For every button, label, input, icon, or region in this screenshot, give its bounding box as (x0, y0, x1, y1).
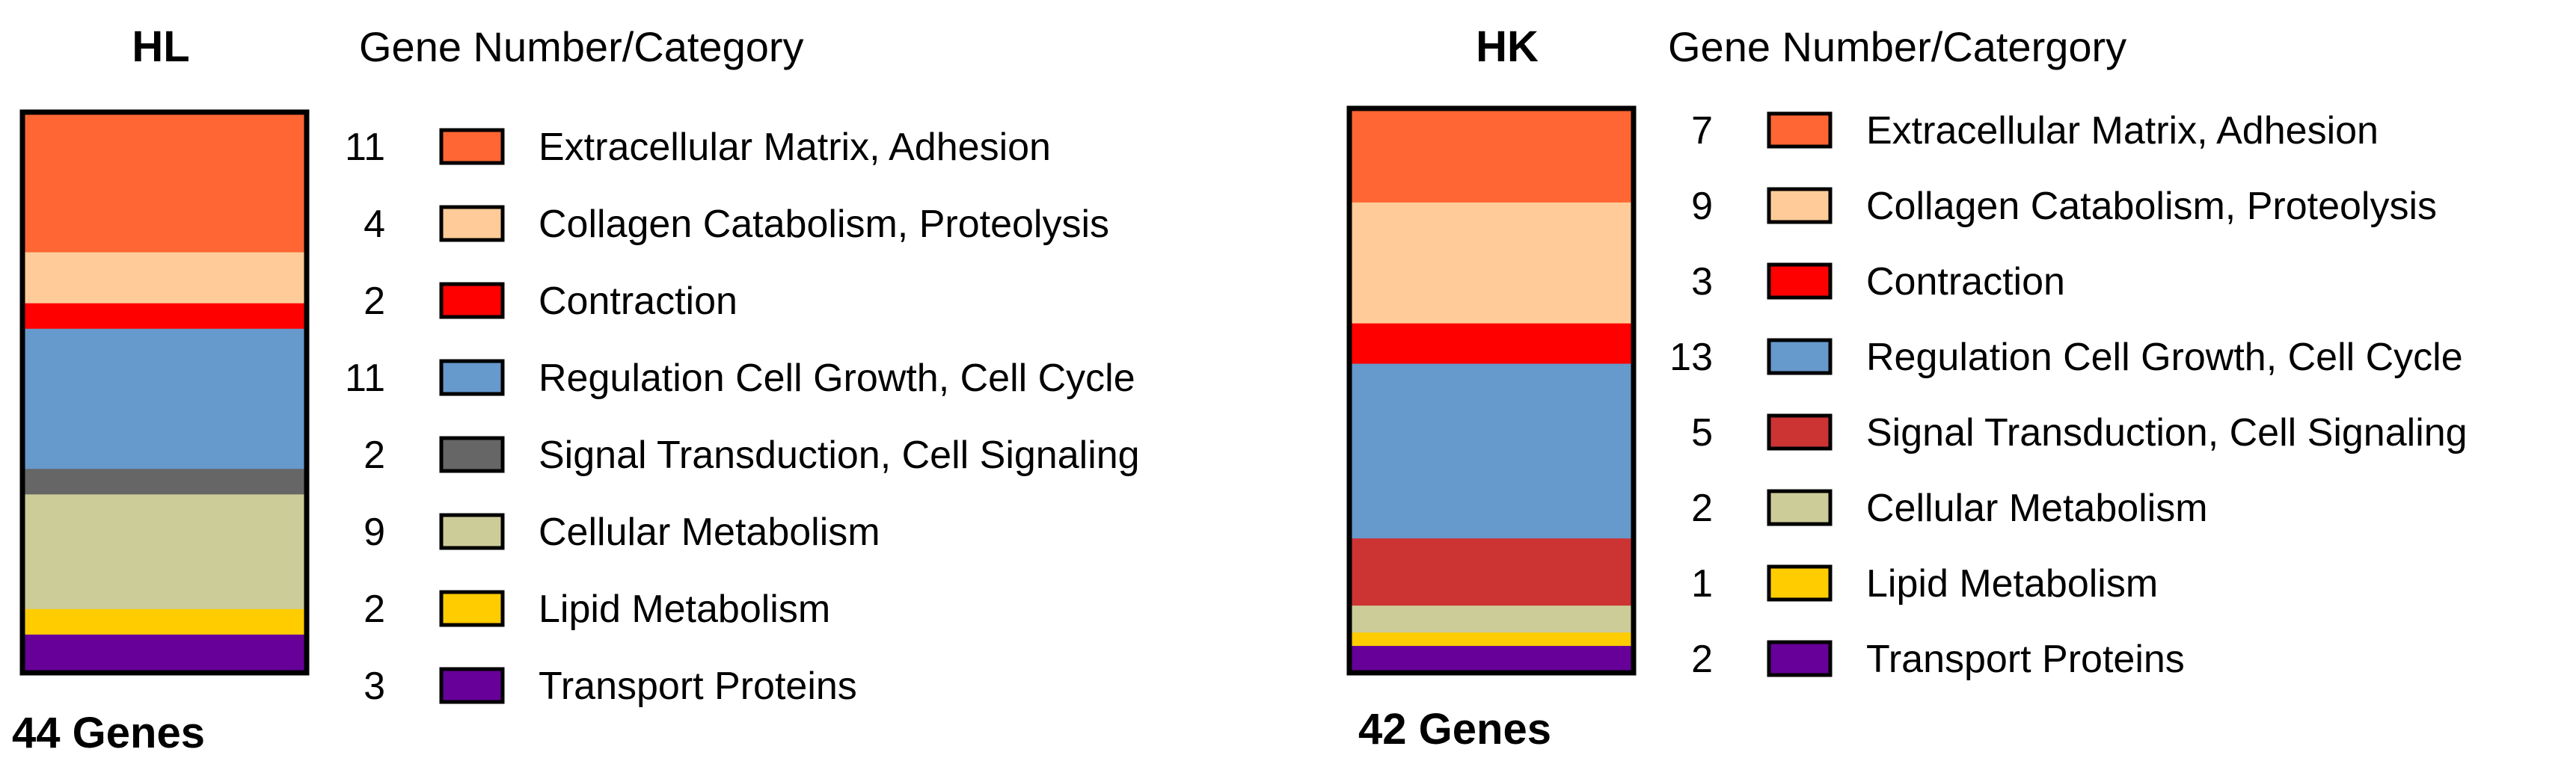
bar-segment-lipid-metabolism (1349, 632, 1634, 647)
legend-label-contraction: Contraction (1866, 260, 2065, 304)
legend-swatch-contraction (1767, 262, 1833, 300)
legend-swatch-collagen-catabolism-proteolysis (439, 205, 505, 242)
legend-label-transport-proteins: Transport Proteins (539, 665, 857, 708)
count-label-transport-proteins: 3 (364, 665, 385, 708)
count-label-signal-transduction-cell-signaling: 2 (364, 434, 385, 477)
total-genes-label: 42 Genes (1358, 705, 1551, 754)
count-label-extracellular-matrix-adhesion: 11 (345, 126, 385, 169)
bar-segments (22, 112, 307, 674)
legend-swatch-extracellular-matrix-adhesion (439, 128, 505, 165)
legend-swatch-collagen-catabolism-proteolysis (1767, 187, 1833, 224)
count-label-regulation-cell-growth-cell-cycle: 13 (1669, 336, 1713, 379)
bar-segment-extracellular-matrix-adhesion (1349, 108, 1634, 203)
legend-label-cellular-metabolism: Cellular Metabolism (1866, 487, 2208, 530)
legend-swatch-lipid-metabolism (439, 590, 505, 627)
bar-segment-regulation-cell-growth-cell-cycle (1349, 363, 1634, 539)
bar-segment-signal-transduction-cell-signaling (22, 469, 307, 495)
bar-segment-lipid-metabolism (22, 609, 307, 635)
count-label-cellular-metabolism: 2 (1691, 487, 1713, 530)
chart-panel-hk: HK Gene Number/Catergory 7 Extracellular … (1288, 0, 2576, 767)
legend-label-contraction: Contraction (539, 280, 737, 323)
legend-swatch-regulation-cell-growth-cell-cycle (439, 359, 505, 396)
legend-swatch-cellular-metabolism (1767, 489, 1833, 526)
legend-swatch-lipid-metabolism (1767, 564, 1833, 602)
count-label-lipid-metabolism: 2 (364, 588, 385, 631)
legend-label-lipid-metabolism: Lipid Metabolism (539, 588, 830, 631)
count-label-lipid-metabolism: 1 (1691, 562, 1713, 606)
count-label-extracellular-matrix-adhesion: 7 (1691, 109, 1713, 153)
bar-segment-transport-proteins (22, 634, 307, 674)
legend-label-collagen-catabolism-proteolysis: Collagen Catabolism, Proteolysis (539, 203, 1109, 246)
legend-swatch-regulation-cell-growth-cell-cycle (1767, 338, 1833, 375)
count-label-collagen-catabolism-proteolysis: 9 (1691, 185, 1713, 228)
legend-label-regulation-cell-growth-cell-cycle: Regulation Cell Growth, Cell Cycle (1866, 336, 2463, 379)
panel-title: HL (132, 22, 189, 71)
bar-segment-cellular-metabolism (22, 494, 307, 610)
bar-segments (1349, 108, 1634, 674)
legend-label-signal-transduction-cell-signaling: Signal Transduction, Cell Signaling (539, 434, 1140, 477)
legend-label-regulation-cell-growth-cell-cycle: Regulation Cell Growth, Cell Cycle (539, 357, 1135, 400)
count-label-signal-transduction-cell-signaling: 5 (1691, 411, 1713, 455)
chart-panel-hl: HL Gene Number/Category 11 Extracellular … (12, 22, 1140, 757)
legend-label-lipid-metabolism: Lipid Metabolism (1866, 562, 2158, 606)
legend-label-signal-transduction-cell-signaling: Signal Transduction, Cell Signaling (1866, 411, 2468, 455)
stacked-bar-chart-hk: HK Gene Number/Catergory 7 Extracellular … (1346, 22, 2468, 754)
legend-swatch-transport-proteins (439, 667, 505, 704)
count-label-collagen-catabolism-proteolysis: 4 (364, 203, 385, 246)
stacked-bar-chart-hl: HL Gene Number/Category 11 Extracellular … (12, 22, 1140, 757)
total-genes-label: 44 Genes (12, 709, 205, 757)
legend-swatch-cellular-metabolism (439, 513, 505, 550)
bar-segment-regulation-cell-growth-cell-cycle (22, 328, 307, 469)
bar-segment-collagen-catabolism-proteolysis (22, 252, 307, 304)
legend-label-extracellular-matrix-adhesion: Extracellular Matrix, Adhesion (1866, 109, 2379, 153)
legend-swatch-transport-proteins (1767, 640, 1833, 677)
bar-segment-transport-proteins (1349, 646, 1634, 674)
bar-segment-cellular-metabolism (1349, 606, 1634, 633)
bar-segment-signal-transduction-cell-signaling (1349, 538, 1634, 606)
legend-swatch-extracellular-matrix-adhesion (1767, 111, 1833, 149)
legend: 7 Extracellular Matrix, Adhesion 9 Collagen… (1669, 109, 2467, 681)
legend-label-extracellular-matrix-adhesion: Extracellular Matrix, Adhesion (539, 126, 1051, 169)
legend: 11 Extracellular Matrix, Adhesion 4 Collage… (345, 126, 1140, 708)
legend-title: Gene Number/Category (359, 23, 804, 70)
panel-title: HK (1476, 22, 1539, 71)
legend-swatch-signal-transduction-cell-signaling (1767, 413, 1833, 451)
count-label-cellular-metabolism: 9 (364, 511, 385, 554)
bar-segment-contraction (1349, 323, 1634, 365)
bar-segment-collagen-catabolism-proteolysis (1349, 202, 1634, 324)
count-label-transport-proteins: 2 (1691, 638, 1713, 681)
legend-swatch-contraction (439, 282, 505, 319)
count-label-contraction: 2 (364, 280, 385, 323)
legend-title: Gene Number/Catergory (1668, 23, 2126, 70)
legend-swatch-signal-transduction-cell-signaling (439, 436, 505, 473)
legend-label-cellular-metabolism: Cellular Metabolism (539, 511, 880, 554)
bar-segment-contraction (22, 303, 307, 330)
legend-label-collagen-catabolism-proteolysis: Collagen Catabolism, Proteolysis (1866, 185, 2437, 228)
legend-label-transport-proteins: Transport Proteins (1866, 638, 2185, 681)
bar-segment-extracellular-matrix-adhesion (22, 112, 307, 253)
count-label-regulation-cell-growth-cell-cycle: 11 (345, 357, 385, 400)
count-label-contraction: 3 (1691, 260, 1713, 304)
bar-outline (19, 109, 310, 676)
bar-outline (1346, 105, 1637, 676)
